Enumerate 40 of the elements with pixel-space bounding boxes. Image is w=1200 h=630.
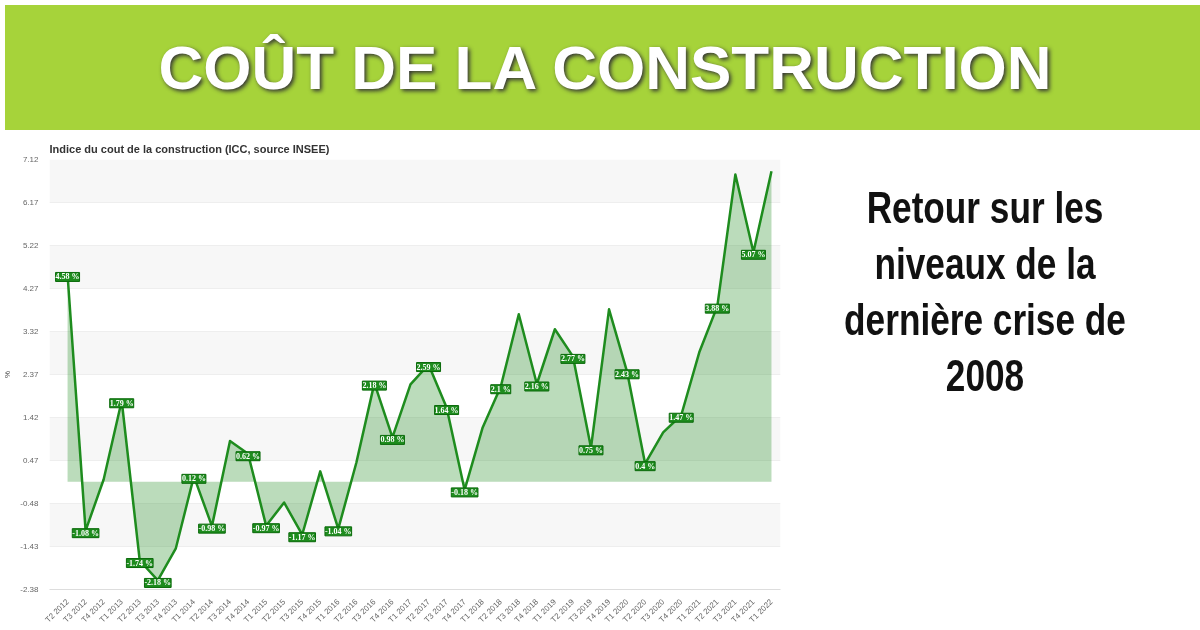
y-tick-label: 1.42 (22, 413, 40, 422)
y-tick-label: -0.48 (20, 499, 40, 508)
text: Retour sur les niveaux de la dernière crise de 2008 (843, 182, 1127, 402)
y-tick-label: 4.27 (22, 284, 40, 293)
data-label: -0.97 % (252, 523, 280, 533)
data-label: 0.4 % (635, 461, 656, 471)
data-label: -2.18 % (144, 578, 172, 588)
data-label: -1.08 % (72, 528, 99, 538)
data-label: 4.58 % (55, 272, 80, 282)
y-tick-label: 3.32 (22, 327, 40, 336)
y-tick-label: 0.47 (22, 456, 40, 465)
y-tick-label: 5.22 (22, 241, 40, 250)
data-label: 2.18 % (362, 381, 387, 391)
data-label: 0.62 % (236, 451, 261, 461)
y-tick-label: 6.17 (22, 198, 40, 207)
data-label: -0.18 % (451, 487, 478, 497)
data-label: 2.59 % (416, 362, 441, 372)
y-tick-label: -2.38 (20, 585, 40, 594)
y-tick-label: 2.37 (22, 370, 40, 379)
data-label: -1.17 % (288, 532, 316, 542)
data-label: -1.74 % (126, 558, 154, 568)
data-label: 0.12 % (181, 474, 206, 484)
y-tick-label: 7.12 (22, 155, 40, 164)
data-label: 0.75 % (578, 445, 603, 455)
data-label: 0.98 % (380, 435, 405, 445)
y-tick-label: -1.43 (20, 542, 40, 551)
data-label: 3.88 % (705, 304, 730, 314)
chart-title: COÛT DE LA CONSTRUCTION (158, 32, 1052, 104)
data-label: 2.77 % (560, 354, 585, 364)
data-label: 2.16 % (524, 382, 549, 392)
data-label: 2.43 % (615, 369, 640, 379)
data-label: 5.07 % (741, 250, 766, 260)
data-label: 1.79 % (109, 398, 134, 408)
data-label: 2.1 % (490, 384, 511, 394)
data-label: -1.04 % (324, 526, 352, 536)
chart-subtitle: Indice du cout de la construction (ICC, source INSEE) (49, 142, 330, 155)
data-label: 1.47 % (669, 413, 694, 423)
y-axis-title: % (3, 370, 13, 379)
data-label: 1.64 % (434, 405, 459, 415)
data-label: -0.98 % (198, 524, 226, 534)
